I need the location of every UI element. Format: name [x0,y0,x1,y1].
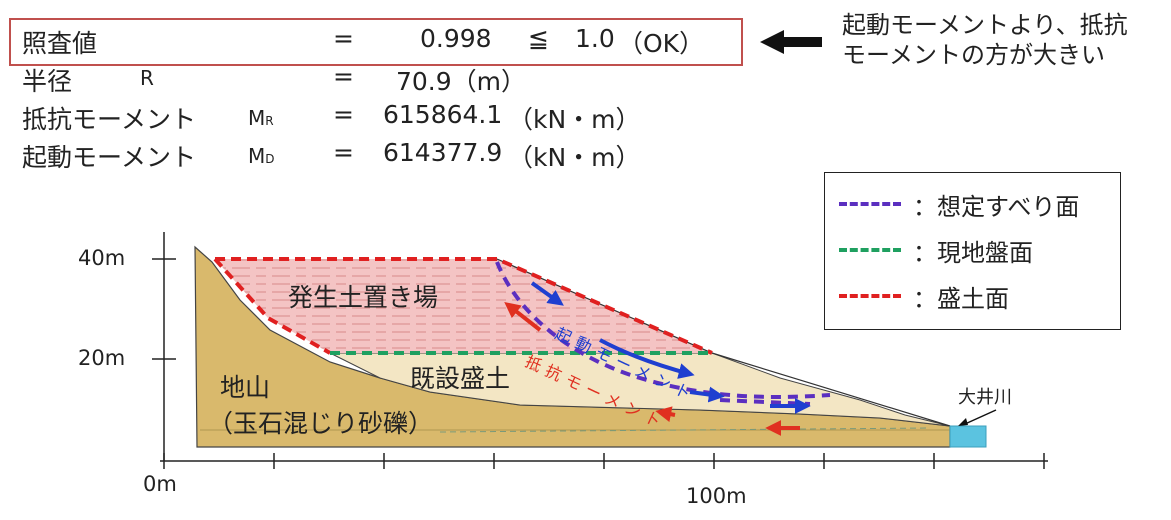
safety-highlight-box [9,18,743,66]
driving-value: 614377.9 [383,138,503,167]
safety-result: （OK） [618,29,705,58]
radius-value: 70.9（m） [396,67,527,96]
legend: ：想定すべり面 ：現地盤面 ：盛土面 [824,172,1121,330]
safety-equals: = [333,24,354,53]
note-text: 起動モーメントより、抵抗 モーメントの方が大きい [842,10,1128,70]
driving-arrow-2 [599,338,695,379]
driving-symbol: MD [248,144,275,168]
legend-item-fill: ：盛土面 [839,281,1009,313]
driving-arrow-1 [530,281,564,306]
resisting-value: 615864.1 [383,100,503,129]
label-ground-material: （玉石混じり砂礫） [208,409,434,438]
safety-limit: 1.0 [575,24,615,53]
legend-text-fill: ：盛土面 [913,284,1009,313]
resisting-label: 抵抗モーメント [22,105,197,134]
legend-line-fill [839,294,901,298]
driving-equals: = [333,138,354,167]
slip-surface-line [495,261,831,399]
note-line-1: 起動モーメントより、抵抗 [842,11,1128,39]
radius-label: 半径 [22,67,73,96]
resisting-arrow-2 [655,406,676,423]
label-natural-ground: 地山 [220,373,271,402]
fill-surface-line [213,257,713,355]
label-river: 大井川 [958,387,1012,408]
note-line-2: モーメントの方が大きい [842,41,1106,69]
label-fill-yard: 発生土置き場 [288,283,439,312]
resisting-equals: = [333,100,354,129]
y-tick-label-40: 40m [78,246,126,270]
radius-symbol: R [140,66,154,90]
legend-text-slip: ：想定すべり面 [913,192,1080,221]
safety-label: 照査値 [22,29,98,58]
pointer-arrow-icon [760,30,822,54]
resisting-symbol: MR [248,106,274,130]
driving-arrow-3 [689,386,725,403]
driving-label: 起動モーメント [22,143,197,172]
resisting-arrow-1 [504,302,542,332]
legend-line-slip [839,202,901,206]
safety-compare: ≦ [528,24,549,53]
legend-line-ground [839,248,901,252]
y-tick-label-20: 20m [78,346,126,370]
river-water [949,425,987,448]
x-tick-label-100: 100m [686,484,747,508]
driving-unit: （kN・m） [508,143,641,172]
x-axis-ticks [163,453,1045,469]
radius-equals: = [333,62,354,91]
x-tick-label-0: 0m [143,472,177,496]
legend-item-ground: ：現地盤面 [839,235,1033,267]
safety-value: 0.998 [420,24,492,53]
resisting-unit: （kN・m） [508,105,641,134]
legend-text-ground: ：現地盤面 [913,238,1033,267]
label-existing-fill: 既設盛土 [410,364,511,393]
legend-item-slip: ：想定すべり面 [839,189,1080,221]
